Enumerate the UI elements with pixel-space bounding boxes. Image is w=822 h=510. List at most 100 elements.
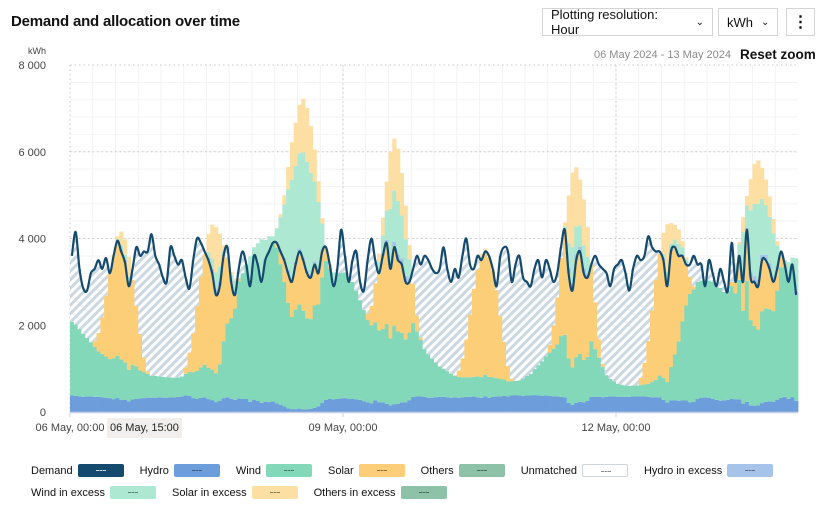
solar-excess-bar (297, 104, 302, 154)
wind-bar (464, 377, 469, 397)
unmatched-bar (172, 255, 177, 378)
hydro-bar (650, 397, 655, 412)
solar-bar (221, 255, 226, 342)
plotting-resolution-select[interactable]: Plotting resolution: Hour ⌄ (542, 7, 713, 37)
legend-item-demand[interactable]: Demand (31, 464, 124, 477)
unmatched-bar (179, 260, 185, 377)
legend-item-others-excess[interactable]: Others in excess (314, 486, 447, 499)
solar-excess-bar (684, 257, 689, 260)
more-options-button[interactable]: ⋮ (786, 8, 815, 36)
x-tick-label: 12 May, 00:00 (582, 422, 651, 434)
solar-bar (301, 260, 306, 311)
chart-plot[interactable]: 0 2 000 4 000 6 000 8 000 kWh 06 May, 00:00 09 … (0, 0, 822, 440)
solar-excess-bar (760, 167, 765, 199)
wind-bar (377, 330, 382, 403)
legend-item-unmatched[interactable]: Unmatched (521, 464, 628, 477)
legend-label: Demand (31, 464, 73, 477)
reset-zoom-button[interactable]: Reset zoom (740, 47, 816, 62)
unmatched-bar (77, 268, 82, 330)
wind-bar (597, 357, 602, 397)
unmatched-bar (547, 268, 552, 345)
hydro-bar (270, 401, 276, 412)
wind-excess-bar (305, 161, 310, 271)
solar-bar (312, 264, 317, 306)
hydro-bar (331, 399, 336, 412)
wind-bar (479, 377, 484, 398)
hydro-bar (316, 406, 321, 412)
wind-bar (278, 264, 283, 405)
legend-swatch (265, 464, 312, 477)
hydro-bar (471, 396, 477, 412)
hydro-bar (748, 405, 753, 412)
wind-excess-bar (661, 254, 666, 259)
solar-bar (581, 273, 587, 360)
unmatched-bar (434, 273, 439, 363)
unit-select[interactable]: kWh ⌄ (718, 8, 778, 36)
wind-bar (418, 339, 424, 397)
wind-bar (555, 344, 560, 397)
hydro-bar (164, 397, 169, 412)
legend-item-wind[interactable]: Wind (236, 464, 312, 477)
wind-excess-bar (790, 257, 795, 264)
wind-bar (748, 320, 753, 406)
wind-bar (384, 324, 389, 404)
wind-bar (665, 382, 670, 403)
wind-bar (767, 309, 772, 402)
legend-item-others[interactable]: Others (421, 464, 505, 477)
legend-item-solar-excess[interactable]: Solar in excess (172, 486, 298, 499)
solar-excess-bar (293, 122, 298, 167)
solar-bar (233, 294, 238, 309)
hydro-bar (282, 406, 287, 412)
legend-item-hydro[interactable]: Hydro (140, 464, 220, 477)
wind-bar (619, 384, 624, 397)
unmatched-bar (612, 268, 617, 382)
solar-bar (289, 281, 295, 318)
legend-item-hydro-excess[interactable]: Hydro in excess (644, 464, 774, 477)
wind-bar (138, 370, 143, 399)
solar-excess-bar (562, 222, 568, 227)
legend-item-wind-excess[interactable]: Wind in excess (31, 486, 156, 499)
solar-bar (672, 247, 678, 355)
hydro-bar (547, 395, 552, 412)
hydro-bar (267, 402, 272, 412)
solar-excess-bar (392, 138, 397, 191)
hydro-bar (771, 401, 776, 412)
hydro-bar (377, 402, 382, 412)
hydro-bar (513, 395, 518, 412)
hydro-bar (445, 397, 450, 412)
wind-bar (115, 355, 120, 399)
hydro-bar (274, 403, 279, 412)
wind-bar (179, 376, 185, 397)
wind-bar (475, 376, 480, 398)
wind-bar (164, 377, 169, 398)
hydro-bar (714, 399, 719, 412)
wind-bar (707, 280, 712, 398)
wind-bar (509, 381, 515, 396)
unmatched-bar (555, 273, 560, 298)
unmatched-bar (691, 255, 697, 287)
unmatched-bar (415, 255, 420, 316)
wind-bar (540, 361, 545, 396)
wind-bar (123, 362, 128, 400)
hydro-bar (214, 402, 219, 412)
wind-bar (775, 290, 780, 400)
unmatched-bar (365, 260, 370, 314)
hydro-bar (691, 402, 697, 412)
hydro-bar (741, 403, 746, 412)
solar-bar (574, 260, 579, 358)
hydro-bar (403, 402, 408, 412)
solar-bar (733, 281, 738, 294)
wind-bar (525, 375, 530, 396)
legend-item-solar[interactable]: Solar (328, 464, 405, 477)
wind-bar (346, 281, 351, 400)
wind-bar (392, 325, 397, 405)
wind-bar (248, 286, 253, 402)
wind-excess-bar (748, 210, 753, 273)
wind-excess-bar (377, 261, 382, 272)
wind-excess-bar (233, 280, 238, 294)
hydro-bar (475, 397, 480, 412)
solar-excess-bar (763, 179, 769, 206)
wind-bar (627, 385, 632, 397)
unmatched-bar (551, 281, 556, 326)
unmatched-bar (707, 260, 712, 281)
